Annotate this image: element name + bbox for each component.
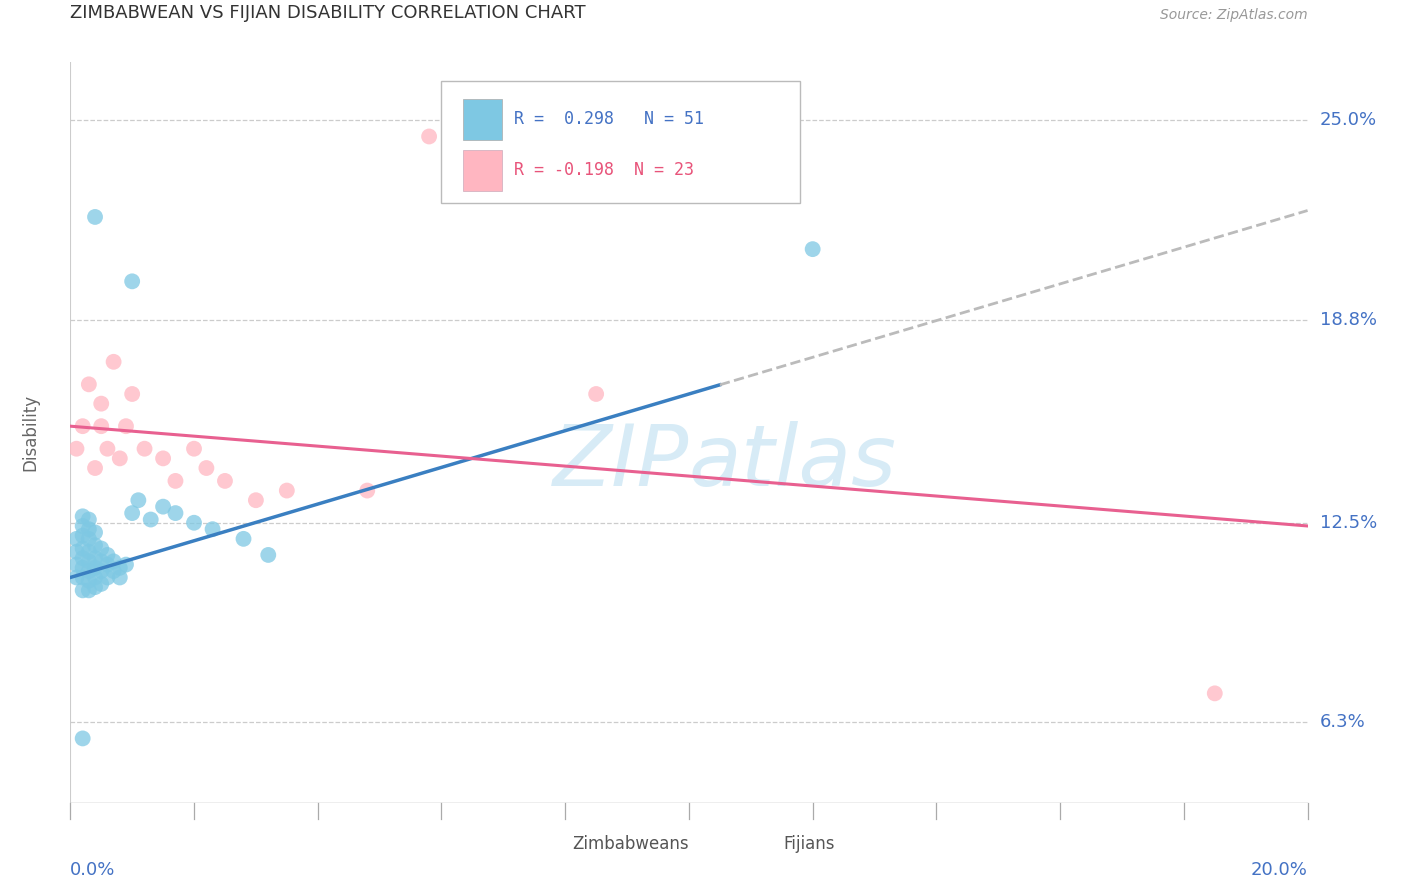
Point	[214, 474, 236, 488]
Point	[84, 210, 107, 224]
Point	[356, 483, 378, 498]
Point	[195, 461, 218, 475]
Point	[96, 558, 118, 572]
Point	[84, 570, 107, 584]
Point	[183, 516, 205, 530]
Point	[245, 493, 267, 508]
Point	[96, 442, 118, 456]
Point	[96, 570, 118, 584]
Point	[77, 512, 100, 526]
Point	[72, 731, 94, 746]
Point	[108, 570, 131, 584]
Point	[90, 541, 112, 556]
FancyBboxPatch shape	[463, 150, 502, 191]
Point	[103, 355, 125, 369]
Point	[84, 461, 107, 475]
Point	[103, 554, 125, 568]
Point	[152, 500, 174, 514]
Point	[77, 545, 100, 559]
Point	[418, 129, 440, 144]
Text: 6.3%: 6.3%	[1320, 714, 1365, 731]
Point	[84, 580, 107, 594]
Text: Fijians: Fijians	[783, 835, 835, 853]
Point	[90, 564, 112, 578]
Point	[103, 564, 125, 578]
Text: ZIP: ZIP	[553, 421, 689, 504]
Point	[72, 551, 94, 566]
Point	[585, 387, 607, 401]
Point	[115, 419, 138, 434]
Point	[65, 532, 87, 546]
Point	[72, 519, 94, 533]
Point	[801, 242, 824, 256]
Point	[72, 541, 94, 556]
FancyBboxPatch shape	[738, 829, 773, 858]
Text: Source: ZipAtlas.com: Source: ZipAtlas.com	[1160, 8, 1308, 21]
Point	[121, 506, 143, 520]
Point	[90, 554, 112, 568]
Point	[96, 548, 118, 562]
Point	[257, 548, 280, 562]
Text: atlas: atlas	[689, 421, 897, 504]
Point	[232, 532, 254, 546]
Text: 20.0%: 20.0%	[1251, 861, 1308, 879]
Point	[72, 570, 94, 584]
Text: Disability: Disability	[21, 394, 39, 471]
Point	[121, 387, 143, 401]
Point	[77, 583, 100, 598]
Point	[84, 551, 107, 566]
Text: R = -0.198  N = 23: R = -0.198 N = 23	[515, 161, 695, 179]
Point	[72, 509, 94, 524]
Point	[72, 583, 94, 598]
Point	[65, 545, 87, 559]
Point	[77, 532, 100, 546]
Point	[152, 451, 174, 466]
Point	[90, 577, 112, 591]
Point	[276, 483, 298, 498]
Point	[127, 493, 149, 508]
Point	[65, 442, 87, 456]
Text: 0.0%: 0.0%	[70, 861, 115, 879]
Point	[90, 397, 112, 411]
Point	[77, 522, 100, 536]
Point	[84, 525, 107, 540]
Point	[134, 442, 156, 456]
Point	[183, 442, 205, 456]
Point	[139, 512, 162, 526]
FancyBboxPatch shape	[441, 81, 800, 203]
Point	[72, 528, 94, 542]
Point	[65, 558, 87, 572]
Point	[1204, 686, 1226, 700]
Point	[84, 538, 107, 552]
FancyBboxPatch shape	[463, 99, 502, 140]
Text: 25.0%: 25.0%	[1320, 112, 1376, 129]
Point	[201, 522, 224, 536]
Point	[165, 506, 187, 520]
Point	[77, 564, 100, 578]
Point	[84, 561, 107, 575]
Text: 12.5%: 12.5%	[1320, 514, 1378, 532]
Text: 18.8%: 18.8%	[1320, 311, 1376, 329]
Point	[115, 558, 138, 572]
Point	[90, 419, 112, 434]
Point	[165, 474, 187, 488]
FancyBboxPatch shape	[529, 829, 562, 858]
Point	[108, 561, 131, 575]
Text: ZIMBABWEAN VS FIJIAN DISABILITY CORRELATION CHART: ZIMBABWEAN VS FIJIAN DISABILITY CORRELAT…	[70, 4, 586, 21]
Point	[121, 274, 143, 288]
Point	[77, 554, 100, 568]
Point	[72, 419, 94, 434]
Point	[77, 574, 100, 588]
Text: Zimbabweans: Zimbabweans	[572, 835, 689, 853]
Point	[108, 451, 131, 466]
Text: R =  0.298   N = 51: R = 0.298 N = 51	[515, 111, 704, 128]
Point	[72, 561, 94, 575]
Point	[65, 570, 87, 584]
Point	[77, 377, 100, 392]
